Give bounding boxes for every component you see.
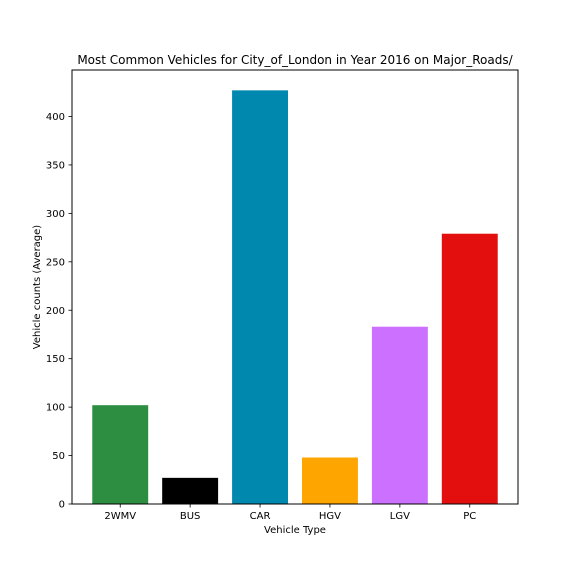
x-tick-label: BUS (180, 511, 201, 522)
bars-group (92, 90, 498, 504)
bar-bus (162, 477, 219, 504)
y-tick-label: 400 (46, 112, 65, 123)
y-tick-label: 350 (46, 160, 65, 171)
y-tick-label: 200 (46, 306, 65, 317)
bar-2wmv (92, 405, 149, 504)
y-tick-label: 100 (46, 403, 65, 414)
y-tick-label: 150 (46, 354, 65, 365)
x-tick-label: 2WMV (104, 511, 136, 522)
x-tick-label: LGV (390, 511, 410, 522)
y-axis-label: Vehicle counts (Average) (32, 225, 43, 350)
plot-area-frame (71, 69, 519, 505)
chart-title: Most Common Vehicles for City_of_London … (77, 53, 513, 67)
x-tick-label: HGV (319, 511, 341, 522)
bar-pc (441, 233, 498, 504)
x-tick-label: PC (463, 511, 476, 522)
x-axis-ticks: 2WMV BUS CAR HGV LGV PC (104, 504, 476, 522)
y-tick-label: 250 (46, 257, 65, 268)
y-tick-label: 300 (46, 209, 65, 220)
y-axis-ticks: 0 50 100 150 200 250 300 350 400 (46, 112, 72, 511)
x-axis-label: Vehicle Type (264, 525, 326, 536)
bar-hgv (301, 457, 358, 504)
y-tick-label: 50 (52, 451, 65, 462)
bar-lgv (371, 326, 428, 504)
x-tick-label: CAR (250, 511, 271, 522)
bar-car (232, 90, 289, 504)
y-tick-label: 0 (59, 500, 65, 511)
